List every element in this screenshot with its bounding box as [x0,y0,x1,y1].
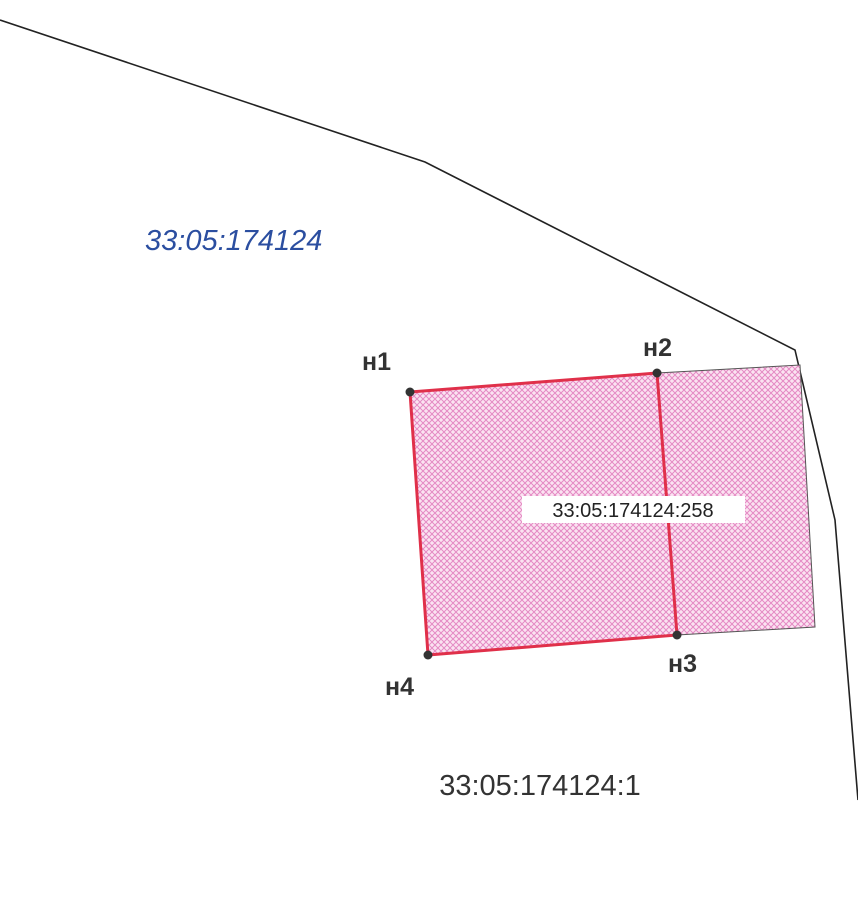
parcel-outline [656,364,816,636]
point-label: н1 [362,348,391,376]
point-marker [672,630,682,640]
point-marker [423,650,433,660]
parent-parcel-label: 33:05:174124:1 [439,770,641,802]
point-label: н4 [385,673,414,701]
quarter-boundary [0,19,858,801]
point-label: н3 [668,650,697,678]
parcel-label-bg [522,496,745,523]
quarter-label: 33:05:174124 [145,225,322,257]
parcel-label: 33:05:174124:258 [552,500,713,522]
point-label: н2 [643,334,672,362]
point-marker [405,387,415,397]
point-marker [652,368,662,378]
